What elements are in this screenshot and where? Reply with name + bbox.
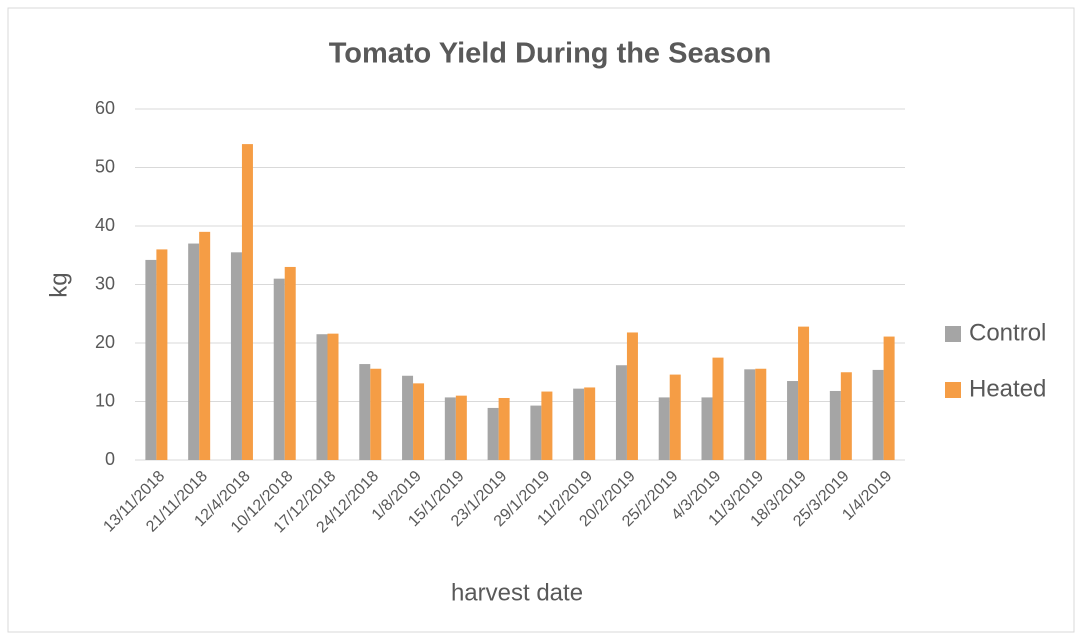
bar xyxy=(498,397,510,460)
legend-swatch xyxy=(945,382,961,398)
y-tick-label: 30 xyxy=(95,273,115,293)
bar xyxy=(444,397,456,460)
legend-label: Heated xyxy=(969,375,1046,402)
bar xyxy=(829,390,841,460)
bar xyxy=(584,387,596,460)
bar xyxy=(359,364,371,460)
bar xyxy=(370,368,382,460)
bar xyxy=(573,388,585,460)
bar xyxy=(701,397,713,460)
bar xyxy=(755,368,767,460)
bar xyxy=(402,375,414,460)
bar xyxy=(413,383,425,460)
y-tick-label: 20 xyxy=(95,332,115,352)
bar xyxy=(284,266,296,460)
legend-swatch xyxy=(945,326,961,342)
y-tick-label: 60 xyxy=(95,98,115,118)
bar xyxy=(316,334,328,460)
bar xyxy=(188,243,200,460)
bar xyxy=(626,332,638,460)
bar xyxy=(327,333,339,460)
y-axis-label: kg xyxy=(45,272,72,297)
y-tick-label: 50 xyxy=(95,156,115,176)
bar xyxy=(712,357,724,460)
bar xyxy=(156,249,168,460)
bar xyxy=(798,326,810,460)
bar xyxy=(615,365,627,460)
x-axis-label: harvest date xyxy=(451,579,583,606)
bar xyxy=(669,374,681,460)
chart-border xyxy=(7,7,1075,633)
y-tick-label: 0 xyxy=(105,449,115,469)
bar xyxy=(744,369,756,460)
bar xyxy=(230,252,242,460)
bar xyxy=(530,405,542,460)
bar xyxy=(787,381,799,460)
bar xyxy=(145,259,157,460)
legend-label: Control xyxy=(969,319,1046,346)
bar xyxy=(883,336,895,460)
bar xyxy=(658,397,670,460)
bar xyxy=(541,391,553,460)
bar xyxy=(872,369,884,460)
y-tick-label: 10 xyxy=(95,390,115,410)
y-tick-label: 40 xyxy=(95,215,115,235)
bar xyxy=(487,407,499,460)
bar xyxy=(455,395,467,460)
bar xyxy=(840,372,852,460)
bar xyxy=(199,231,211,460)
chart-title: Tomato Yield During the Season xyxy=(329,38,772,70)
bar xyxy=(273,278,285,460)
bar xyxy=(241,144,253,460)
